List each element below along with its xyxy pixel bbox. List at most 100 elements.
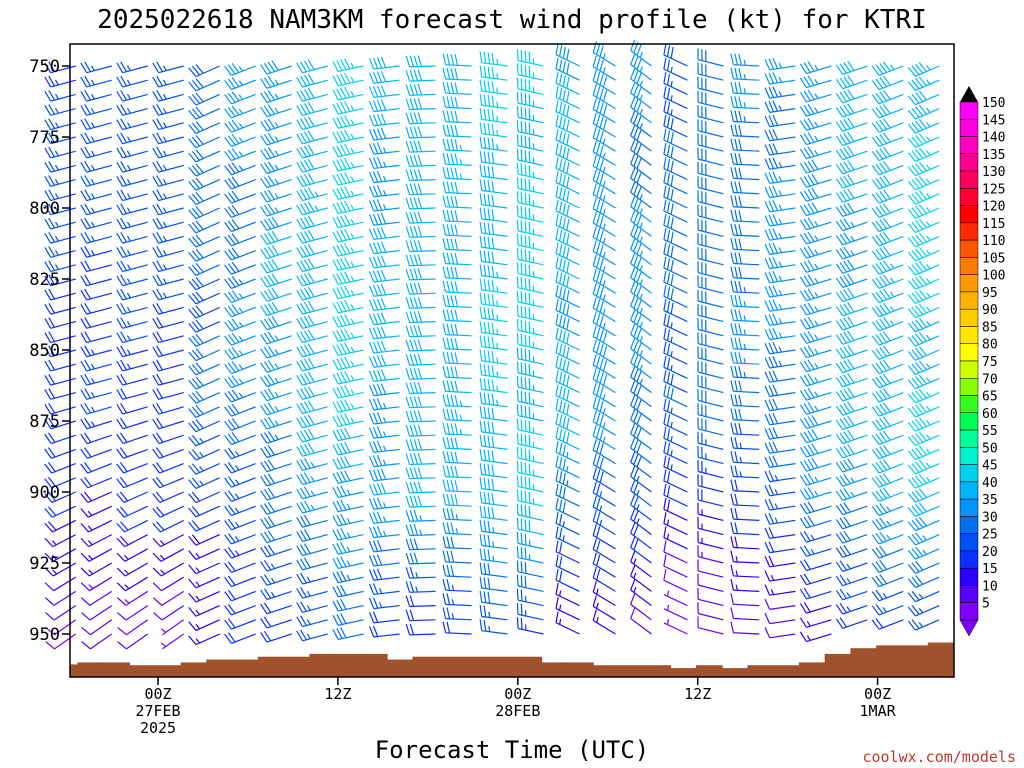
wind-barb [188, 419, 220, 433]
wind-barb [663, 526, 688, 550]
wind-barb [799, 515, 832, 529]
wind-barb [368, 398, 400, 411]
wind-barb [152, 160, 184, 173]
wind-barb [260, 161, 292, 175]
wind-barb [730, 181, 760, 195]
wind-barb [152, 75, 184, 88]
wind-barb [260, 544, 292, 558]
wind-barb [630, 394, 652, 422]
wind-barb [224, 375, 256, 389]
wind-barb [188, 206, 220, 220]
wind-barb [592, 112, 616, 138]
wind-barb [764, 114, 796, 128]
wind-barb [555, 441, 580, 465]
wind-barb [44, 373, 76, 386]
colorbar-label: 85 [982, 320, 998, 335]
wind-barb [697, 616, 724, 635]
wind-barb [116, 146, 148, 159]
wind-barb [663, 483, 688, 507]
wind-barb [479, 406, 508, 422]
wind-barb [44, 246, 76, 258]
wind-barb [44, 576, 77, 592]
wind-barb [80, 447, 112, 459]
wind-barb [663, 171, 688, 195]
wind-barb [663, 512, 688, 536]
wind-barb [80, 61, 112, 74]
wind-barb [296, 286, 328, 301]
wind-barb [516, 446, 544, 465]
wind-barb [224, 346, 256, 360]
wind-barb [730, 96, 760, 110]
wind-barb [188, 519, 220, 532]
wind-barb [260, 75, 292, 89]
wind-barb [592, 197, 616, 223]
wind-barb [516, 531, 544, 550]
wind-barb [80, 417, 112, 430]
wind-barb [44, 476, 76, 489]
wind-barb [332, 470, 364, 484]
wind-barb [764, 341, 796, 355]
wind-barb [368, 554, 400, 567]
wind-barb [152, 146, 184, 159]
wind-barb [835, 473, 868, 487]
wind-barb [697, 474, 724, 493]
terrain-bar [824, 653, 852, 677]
wind-barb [592, 211, 616, 237]
wind-barb [116, 231, 148, 244]
wind-barb [224, 547, 256, 559]
x-tick-label: 27FEB [135, 702, 180, 720]
wind-barb [224, 518, 256, 531]
wind-barb [630, 493, 652, 521]
wind-barb [555, 526, 580, 550]
wind-barb [730, 522, 760, 536]
wind-barb [730, 266, 760, 280]
wind-barb [479, 321, 508, 337]
wind-barb [152, 576, 185, 592]
wind-barb [44, 534, 77, 548]
wind-barb [45, 605, 77, 621]
wind-barb [516, 191, 544, 209]
y-axis: 750 775 800 825 850 875 900 925 950 [29, 57, 70, 645]
wind-barb [80, 331, 112, 344]
wind-barb [224, 432, 256, 446]
colorbar-swatch [959, 326, 979, 344]
wind-barb [80, 505, 112, 518]
wind-barb [663, 228, 688, 252]
plot-frame [69, 43, 955, 678]
wind-barb [555, 171, 580, 195]
wind-barb [44, 175, 76, 187]
wind-barb [224, 77, 256, 91]
wind-barb [332, 627, 364, 641]
wind-barb [188, 463, 220, 475]
wind-barb [835, 544, 868, 558]
wind-barb [835, 316, 868, 331]
colorbar-swatch [959, 188, 979, 206]
wind-barb [697, 431, 724, 450]
wind-barb [368, 269, 400, 283]
wind-barb [405, 69, 436, 82]
wind-barb [555, 185, 580, 209]
wind-barb [799, 202, 832, 217]
wind-barb [730, 465, 760, 479]
wind-barb [697, 389, 724, 408]
wind-barb [44, 402, 76, 415]
credit-link[interactable]: coolwx.com/models [862, 748, 1016, 766]
wind-barb [764, 555, 796, 568]
wind-barb [188, 291, 220, 305]
wind-barb [764, 441, 796, 454]
wind-barb [479, 434, 508, 450]
wind-barb [630, 67, 652, 95]
chart-title: 2025022618 NAM3KM forecast wind profile … [97, 5, 927, 35]
wind-barb [479, 51, 508, 67]
wind-barb [44, 417, 76, 430]
wind-barb [764, 171, 796, 184]
wind-barb [332, 413, 364, 428]
wind-barb [835, 60, 868, 76]
wind-barb [730, 593, 760, 607]
wind-barb [368, 540, 400, 553]
wind-barb [516, 389, 544, 408]
wind-barb [799, 359, 832, 373]
wind-barb [592, 495, 616, 521]
wind-barb [592, 325, 616, 351]
wind-barb [592, 169, 616, 195]
